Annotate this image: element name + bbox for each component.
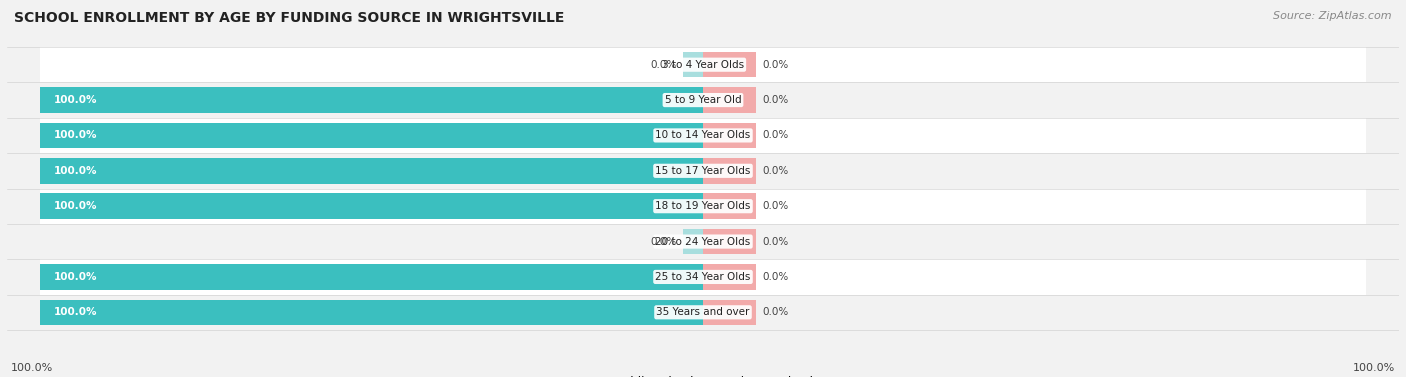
Bar bbox=[703, 193, 756, 219]
Text: 0.0%: 0.0% bbox=[762, 166, 789, 176]
Text: 0.0%: 0.0% bbox=[762, 60, 789, 70]
Bar bbox=[41, 83, 1365, 118]
Text: 35 Years and over: 35 Years and over bbox=[657, 307, 749, 317]
Bar bbox=[41, 158, 703, 184]
Text: 100.0%: 100.0% bbox=[53, 95, 97, 105]
Text: 18 to 19 Year Olds: 18 to 19 Year Olds bbox=[655, 201, 751, 211]
Text: Source: ZipAtlas.com: Source: ZipAtlas.com bbox=[1274, 11, 1392, 21]
Bar bbox=[41, 294, 1365, 330]
Bar bbox=[703, 52, 756, 77]
Text: 0.0%: 0.0% bbox=[762, 307, 789, 317]
Text: 0.0%: 0.0% bbox=[762, 236, 789, 247]
Bar bbox=[703, 123, 756, 148]
Bar bbox=[41, 47, 1365, 83]
Text: 20 to 24 Year Olds: 20 to 24 Year Olds bbox=[655, 236, 751, 247]
Text: 100.0%: 100.0% bbox=[11, 363, 53, 373]
Text: 3 to 4 Year Olds: 3 to 4 Year Olds bbox=[662, 60, 744, 70]
Bar bbox=[41, 153, 1365, 188]
Text: 0.0%: 0.0% bbox=[650, 60, 676, 70]
Bar bbox=[41, 188, 1365, 224]
Text: SCHOOL ENROLLMENT BY AGE BY FUNDING SOURCE IN WRIGHTSVILLE: SCHOOL ENROLLMENT BY AGE BY FUNDING SOUR… bbox=[14, 11, 564, 25]
Bar bbox=[41, 123, 703, 148]
Text: 15 to 17 Year Olds: 15 to 17 Year Olds bbox=[655, 166, 751, 176]
Text: 100.0%: 100.0% bbox=[1353, 363, 1395, 373]
Text: 10 to 14 Year Olds: 10 to 14 Year Olds bbox=[655, 130, 751, 141]
Bar bbox=[41, 224, 1365, 259]
Legend: Public School, Private School: Public School, Private School bbox=[593, 376, 813, 377]
Text: 0.0%: 0.0% bbox=[650, 236, 676, 247]
Text: 100.0%: 100.0% bbox=[53, 130, 97, 141]
Text: 100.0%: 100.0% bbox=[53, 272, 97, 282]
Text: 25 to 34 Year Olds: 25 to 34 Year Olds bbox=[655, 272, 751, 282]
Text: 100.0%: 100.0% bbox=[53, 307, 97, 317]
Bar bbox=[703, 229, 756, 254]
Bar bbox=[703, 158, 756, 184]
Bar bbox=[41, 259, 1365, 294]
Bar bbox=[41, 264, 703, 290]
Text: 100.0%: 100.0% bbox=[53, 201, 97, 211]
Text: 5 to 9 Year Old: 5 to 9 Year Old bbox=[665, 95, 741, 105]
Bar bbox=[41, 193, 703, 219]
Bar bbox=[703, 264, 756, 290]
Bar bbox=[683, 229, 703, 254]
Bar bbox=[703, 300, 756, 325]
Bar bbox=[683, 52, 703, 77]
Text: 0.0%: 0.0% bbox=[762, 201, 789, 211]
Text: 100.0%: 100.0% bbox=[53, 166, 97, 176]
Text: 0.0%: 0.0% bbox=[762, 95, 789, 105]
Bar bbox=[41, 87, 703, 113]
Bar bbox=[41, 300, 703, 325]
Text: 0.0%: 0.0% bbox=[762, 272, 789, 282]
Bar bbox=[703, 87, 756, 113]
Text: 0.0%: 0.0% bbox=[762, 130, 789, 141]
Bar bbox=[41, 118, 1365, 153]
